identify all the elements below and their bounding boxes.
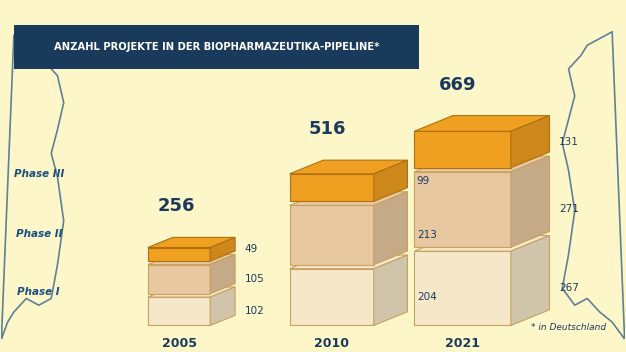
Polygon shape bbox=[290, 174, 374, 201]
Text: 102: 102 bbox=[244, 306, 264, 316]
Text: Phase II: Phase II bbox=[16, 229, 62, 239]
Polygon shape bbox=[374, 192, 408, 265]
Polygon shape bbox=[290, 206, 374, 265]
Text: 99: 99 bbox=[417, 176, 430, 186]
Polygon shape bbox=[511, 235, 550, 326]
Text: 204: 204 bbox=[417, 292, 436, 302]
Polygon shape bbox=[374, 160, 408, 201]
Text: 669: 669 bbox=[439, 76, 476, 94]
Text: 267: 267 bbox=[559, 283, 578, 293]
Polygon shape bbox=[290, 255, 408, 269]
Text: 105: 105 bbox=[244, 274, 264, 284]
Polygon shape bbox=[210, 287, 235, 326]
Text: ANZAHL PROJEKTE IN DER BIOPHARMAZEUTIKA-PIPELINE*: ANZAHL PROJEKTE IN DER BIOPHARMAZEUTIKA-… bbox=[54, 42, 379, 52]
Polygon shape bbox=[414, 115, 550, 131]
Polygon shape bbox=[414, 251, 511, 326]
Text: 516: 516 bbox=[309, 120, 346, 138]
Text: 256: 256 bbox=[157, 197, 195, 215]
Text: Phase III: Phase III bbox=[14, 169, 64, 178]
Polygon shape bbox=[148, 247, 210, 261]
Polygon shape bbox=[210, 254, 235, 294]
Polygon shape bbox=[290, 192, 408, 206]
Text: * in Deutschland: * in Deutschland bbox=[531, 323, 606, 332]
Polygon shape bbox=[414, 235, 550, 251]
Text: 271: 271 bbox=[559, 205, 578, 214]
Polygon shape bbox=[414, 156, 550, 172]
Polygon shape bbox=[148, 297, 210, 326]
Text: 2010: 2010 bbox=[314, 337, 349, 350]
Polygon shape bbox=[148, 237, 235, 247]
Polygon shape bbox=[414, 172, 511, 247]
Polygon shape bbox=[148, 254, 235, 264]
Polygon shape bbox=[290, 160, 408, 174]
Text: Phase I: Phase I bbox=[18, 287, 60, 297]
FancyBboxPatch shape bbox=[14, 25, 419, 69]
Text: 213: 213 bbox=[417, 230, 437, 240]
Polygon shape bbox=[511, 115, 550, 168]
Polygon shape bbox=[210, 237, 235, 261]
Text: 131: 131 bbox=[559, 137, 578, 147]
Polygon shape bbox=[374, 255, 408, 326]
Text: 2021: 2021 bbox=[445, 337, 480, 350]
Polygon shape bbox=[148, 287, 235, 297]
Polygon shape bbox=[290, 269, 374, 326]
Text: 2005: 2005 bbox=[162, 337, 197, 350]
Polygon shape bbox=[148, 264, 210, 294]
Text: 49: 49 bbox=[244, 244, 258, 254]
Polygon shape bbox=[511, 156, 550, 247]
Polygon shape bbox=[414, 131, 511, 168]
